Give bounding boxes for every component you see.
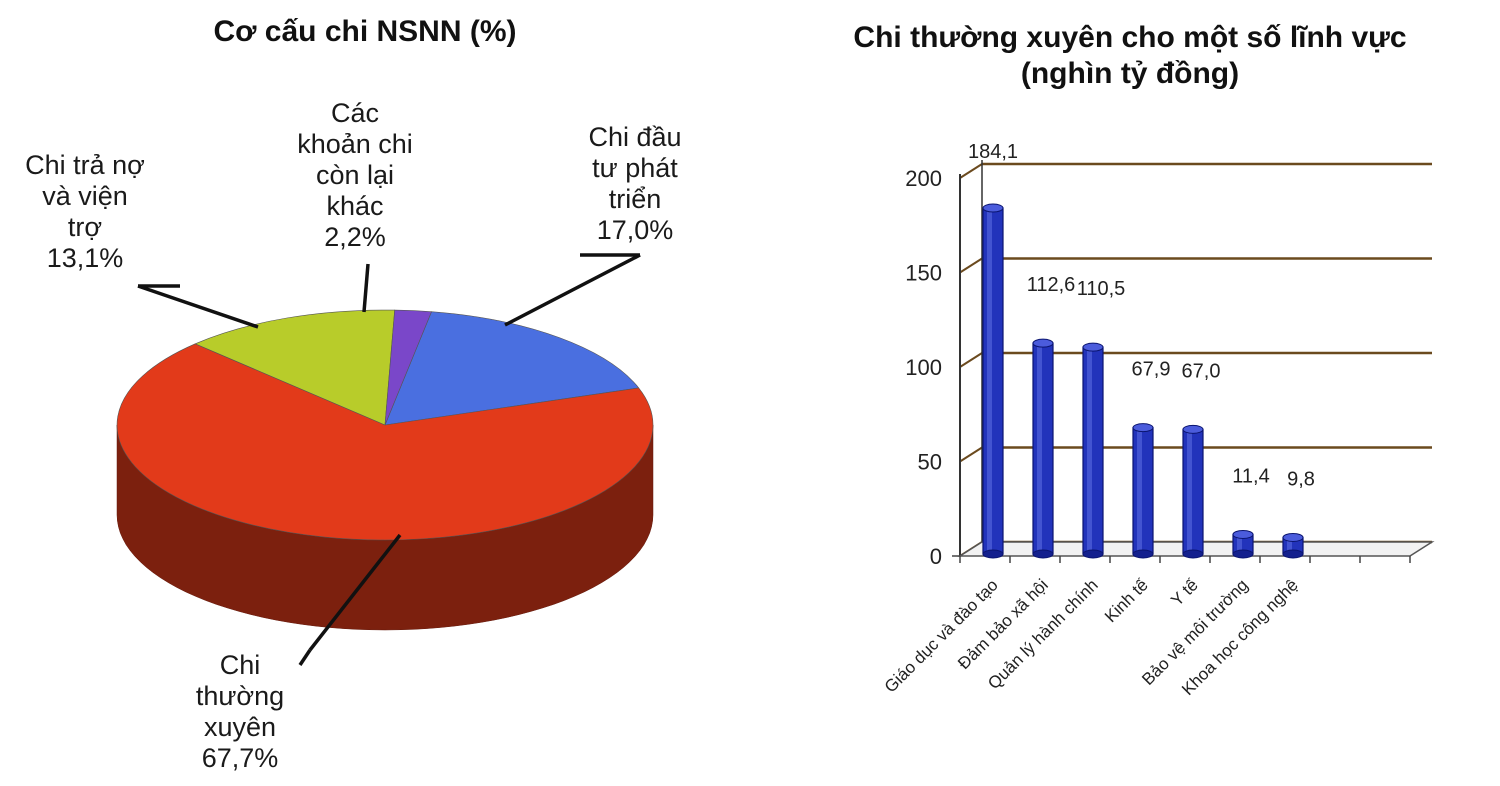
gridline-diagonal [959,446,983,463]
pie-label-line: tư phát [592,153,678,183]
pie-label-line: thường [195,681,285,711]
bar-base [982,549,1004,559]
pie-leader-line [504,253,641,327]
bar-highlight [1087,347,1092,554]
bar-chart-subtitle: (nghìn tỷ đồng) [1020,57,1240,90]
pie-slice [116,343,654,541]
pie-label-line: còn lại [315,160,395,190]
pie-label-line: triển [608,184,662,214]
bar [1182,428,1204,555]
pie-chart-title: Cơ cấu chi NSNN (%) [213,15,517,48]
category-label: Đảm bảo xã hội [954,575,1052,673]
bar-base [1082,549,1104,559]
bar-highlight [1137,427,1142,554]
bar-highlight [1287,537,1292,554]
pie-label-debt: Chi trả nợ và viện trợ 13,1% [0,150,170,274]
pie-label-other: Các khoản chi còn lại khác 2,2% [260,98,450,253]
y-tick-label: 200 [905,166,942,191]
pie-label-line: 13,1% [46,243,124,273]
bar-highlight [987,208,992,554]
pie-label-line: Chi [219,650,261,680]
bar [1132,427,1154,555]
pie-leader-line [137,284,259,329]
pie-label-line: Chi trả nợ [25,150,145,180]
bar-cap [1282,532,1304,542]
pie-leader-line [308,533,402,652]
pie-label-line: khác [326,191,384,221]
bar-cap [1232,529,1254,539]
pie-label-line: xuyên [203,712,277,742]
bar [982,207,1004,555]
bar-highlight [1237,534,1242,554]
bar-cap [1132,423,1154,433]
data-label: 112,6 [1027,274,1076,296]
bar-cap [1082,342,1104,352]
y-tick-label: 50 [918,450,942,475]
data-label: 184,1 [968,141,1018,163]
pie-label-recurrent: Chi thường xuyên 67,7% [150,650,330,774]
pie-slice [194,309,396,426]
pie-leader-line [362,263,370,313]
pie-slice [384,309,432,426]
gridline-diagonal [959,257,983,274]
bar-cap [1182,424,1204,434]
pie-slice [384,311,640,426]
bar-base [1132,549,1154,559]
y-tick-label: 150 [905,261,942,286]
bar [1082,346,1104,555]
data-label: 9,8 [1287,468,1315,490]
gridline-diagonal [959,352,983,368]
pie-label-line: Chi đầu [588,122,682,152]
bar [1032,342,1054,555]
pie-leader-line [298,649,312,666]
pie-label-line: trợ [67,212,103,242]
pie-label-line: 17,0% [596,215,674,245]
y-tick-label: 100 [905,355,942,380]
data-label: 110,5 [1077,278,1126,300]
pie-chart [116,253,654,666]
data-label: 67,9 [1132,359,1171,381]
bar-cap [982,203,1004,213]
bar-base [1032,549,1054,559]
pie-label-line: 2,2% [324,222,386,252]
y-tick-label: 0 [930,544,942,569]
pie-label-investment: Chi đầu tư phát triển 17,0% [555,122,715,246]
bar-highlight [1037,343,1042,554]
pie-label-line: 67,7% [201,743,279,773]
pie-label-line: và viện [42,181,128,211]
category-label: Kinh tế [1101,575,1152,626]
data-label: 67,0 [1182,360,1221,382]
category-label: Y tế [1167,575,1202,610]
bar-base [1282,549,1304,559]
pie-label-line: Các [330,98,379,128]
bar-highlight [1187,429,1192,554]
bar-base [1232,549,1254,559]
data-label: 11,4 [1232,465,1269,487]
bar-base [1182,549,1204,559]
bar-chart-title-line: Chi thường xuyên cho một số lĩnh vực [853,21,1407,54]
bar-chart-title: Chi thường xuyên cho một số lĩnh vực (ng… [790,20,1470,92]
bar-cap [1032,338,1054,348]
gridline-diagonal [959,163,983,179]
pie-label-line: khoản chi [297,129,413,159]
